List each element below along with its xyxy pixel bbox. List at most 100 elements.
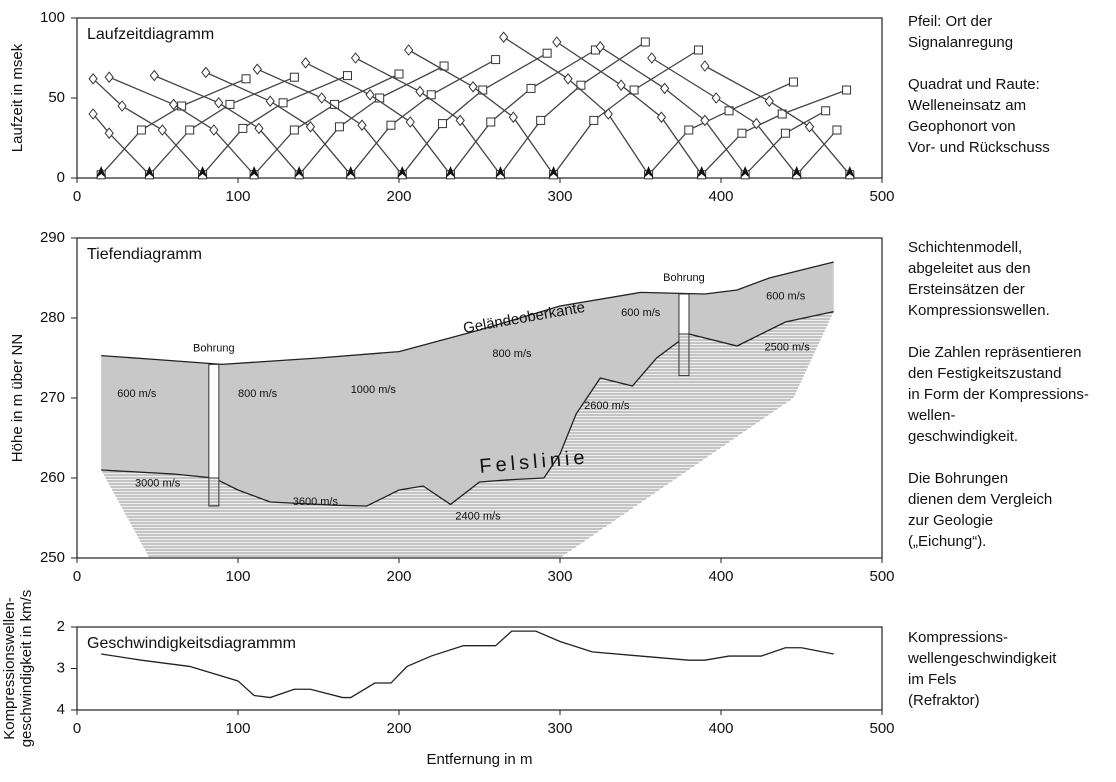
series-line xyxy=(556,41,847,176)
x-tick-label: 0 xyxy=(73,568,81,585)
velocity-label: 600 m/s xyxy=(117,388,157,400)
shot-arrow xyxy=(696,166,707,178)
x-tick-label: 500 xyxy=(869,188,894,205)
shot-arrow xyxy=(495,166,506,178)
diamond-marker xyxy=(305,120,316,133)
diamond-marker xyxy=(656,111,667,124)
diamond-marker xyxy=(405,116,415,128)
square-marker xyxy=(693,45,703,55)
square-marker xyxy=(225,99,235,109)
square-marker xyxy=(241,74,251,84)
shot-arrow xyxy=(294,166,305,178)
x-tick-label: 500 xyxy=(869,720,894,737)
diamond-marker xyxy=(508,111,518,124)
square-marker xyxy=(842,85,852,95)
velocity-label: 600 m/s xyxy=(766,290,806,302)
panel-title: Laufzeitdiagramm xyxy=(87,26,214,43)
velocity-label: 3600 m/s xyxy=(293,496,339,508)
diamond-marker xyxy=(254,122,264,135)
diamond-marker xyxy=(603,108,613,120)
side-text: („Eichung“). xyxy=(908,533,986,550)
side-text: Kompressionswellen. xyxy=(908,302,1050,319)
diamond-marker xyxy=(455,114,465,127)
diamond-marker xyxy=(711,92,721,104)
side-text: wellengeschwindigkeit xyxy=(907,650,1057,667)
diamond-marker xyxy=(499,31,509,44)
y-tick-label: 100 xyxy=(40,9,65,26)
borehole-label: Bohrung xyxy=(193,342,235,354)
square-marker xyxy=(737,128,747,138)
diamond-marker xyxy=(252,63,262,76)
square-marker xyxy=(278,98,288,108)
y-tick-label: 270 xyxy=(40,389,65,406)
borehole-rock xyxy=(208,477,220,507)
square-marker xyxy=(526,83,536,93)
borehole xyxy=(208,363,220,479)
square-marker xyxy=(629,85,639,95)
side-text: Die Bohrungen xyxy=(908,470,1008,487)
diamond-marker xyxy=(357,119,367,132)
series-line xyxy=(704,65,851,176)
velocity-label: 800 m/s xyxy=(492,348,532,360)
velocity-label: 2600 m/s xyxy=(584,400,630,412)
series-line xyxy=(599,46,826,176)
shot-arrow xyxy=(144,166,155,178)
borehole xyxy=(678,293,690,335)
series-line xyxy=(92,76,295,176)
square-marker xyxy=(342,71,352,81)
diamond-marker xyxy=(616,79,626,92)
square-marker xyxy=(542,48,552,58)
x-tick-label: 100 xyxy=(225,568,250,585)
side-text: Vor- und Rückschuss xyxy=(908,139,1050,156)
velocity-label: 600 m/s xyxy=(621,307,661,319)
side-text: den Festigkeitszustand xyxy=(908,365,1061,382)
diamond-marker xyxy=(149,69,159,82)
velocity-label: 2400 m/s xyxy=(455,510,501,522)
series-line xyxy=(100,78,247,176)
diamond-marker xyxy=(265,95,275,108)
y-tick-label: 290 xyxy=(40,229,65,246)
diamond-marker xyxy=(764,95,774,108)
square-marker xyxy=(576,80,586,90)
x-tick-label: 300 xyxy=(547,720,572,737)
velocity-label: 3000 m/s xyxy=(135,478,181,490)
series-line xyxy=(101,630,834,699)
y-tick-label: 50 xyxy=(48,89,65,106)
y-axis-label: Kompressionswellen- xyxy=(1,597,18,740)
diamond-marker xyxy=(700,114,710,127)
diamond-marker xyxy=(415,85,425,98)
x-tick-label: 400 xyxy=(708,720,733,737)
diamond-marker xyxy=(595,40,605,53)
velocity-label: 1000 m/s xyxy=(351,384,397,396)
side-text: (Refraktor) xyxy=(908,692,980,709)
diamond-marker xyxy=(317,92,327,104)
panel-title: Tiefendiagramm xyxy=(87,246,202,263)
shot-arrow xyxy=(445,166,456,178)
square-marker xyxy=(589,115,599,125)
y-tick-label: 0 xyxy=(57,169,65,186)
x-tick-label: 300 xyxy=(547,568,572,585)
diamond-marker xyxy=(104,127,114,140)
diamond-marker xyxy=(168,98,179,111)
square-marker xyxy=(491,55,501,65)
x-tick-label: 100 xyxy=(225,188,250,205)
x-tick-label: 0 xyxy=(73,720,81,737)
square-marker xyxy=(289,72,299,82)
shot-arrow xyxy=(249,166,260,178)
x-tick-label: 200 xyxy=(386,720,411,737)
side-text: Quadrat und Raute: xyxy=(908,76,1040,93)
side-text: abgeleitet aus den xyxy=(908,260,1031,277)
side-text: im Fels xyxy=(908,671,956,688)
shot-arrow xyxy=(397,166,408,178)
diamond-marker xyxy=(209,124,219,136)
velocity-label: 2500 m/s xyxy=(764,342,810,354)
shot-arrow xyxy=(844,166,855,178)
series-line xyxy=(651,57,838,176)
square-marker xyxy=(185,125,195,135)
diamond-marker xyxy=(468,80,478,93)
side-text: Die Zahlen repräsentieren xyxy=(908,344,1081,361)
diamond-marker xyxy=(751,117,762,130)
side-text: dienen dem Vergleich xyxy=(908,491,1052,508)
side-text: geschwindigkeit. xyxy=(908,428,1018,445)
